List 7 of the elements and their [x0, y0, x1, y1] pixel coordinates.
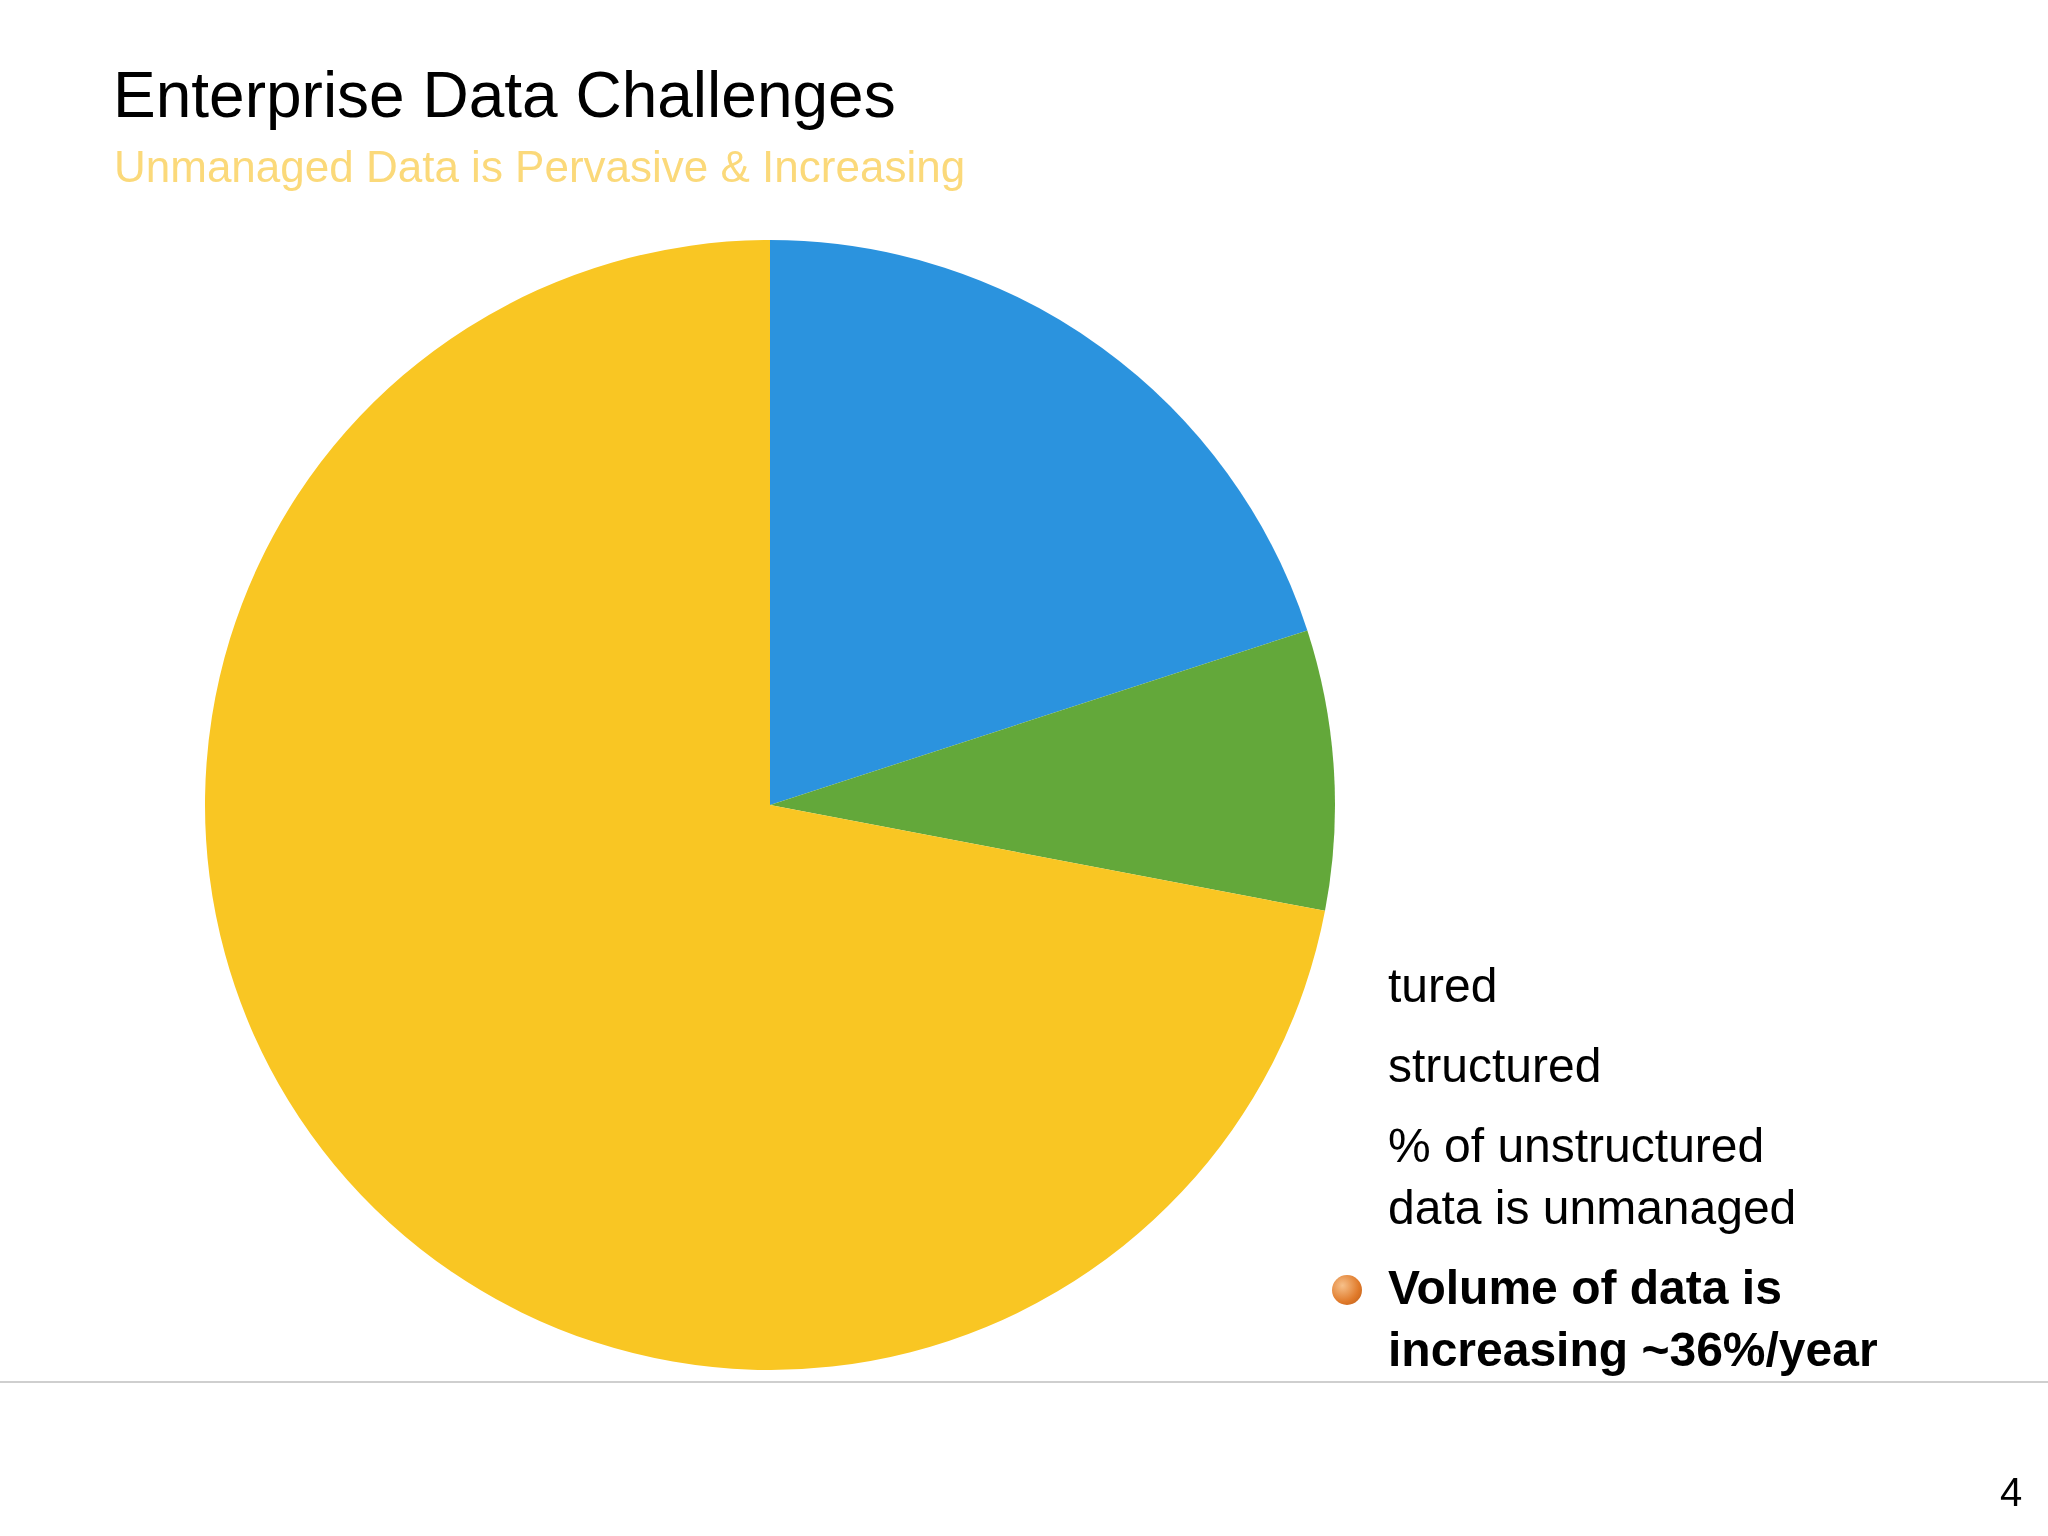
text: Volume of data is increasing ~36%/year — [1388, 1261, 1878, 1376]
text: 4 — [2000, 1470, 2023, 1515]
chart-subtitle: Unmanaged Data is Pervasive & Increasing — [114, 142, 966, 192]
chart-title: Enterprise Data Challenges — [113, 58, 896, 132]
text: tured — [1388, 959, 1498, 1012]
text: structured — [1388, 1039, 1602, 1092]
text: % of unstructured data is unmanaged — [1388, 1119, 1797, 1234]
